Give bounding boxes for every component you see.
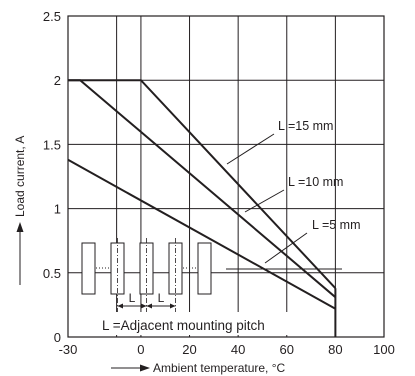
series-line-1 [68,79,337,289]
x-tick-label: 80 [328,342,342,357]
y-tick-label: 0 [54,330,61,345]
y-tick-label: 0.5 [43,266,61,281]
y-tick-label: 2.5 [43,9,61,24]
grid [68,16,384,337]
series [67,79,337,337]
y-tick-labels: 0 0.5 1 1.5 2 2.5 [43,9,61,345]
pitch-arrowhead-1b [141,303,147,309]
plot-frame [67,15,385,338]
leader-5mm [264,232,308,264]
module-1 [81,242,96,295]
y-axis-title-group: Load current, A [13,136,27,285]
leader-15mm [226,133,275,165]
y-axis-title-arrowhead [16,222,24,232]
x-axis-title: Ambient temperature, °C [153,361,286,375]
pitch-label-2: L [158,291,165,305]
inset-backing [72,312,312,335]
y-tick-label: 1.5 [43,137,61,152]
y-axis-title: Load current, A [13,136,27,217]
x-tick-label: 40 [231,342,245,357]
x-tick-label: 20 [182,342,196,357]
x-tick-label: -30 [59,342,78,357]
series-label-5mm: L =5 mm [312,218,361,232]
pitch-arrowhead-2a [146,303,152,309]
series-line-3 [67,158,336,310]
y-tick-label: 1 [54,202,61,217]
leader-10mm [244,189,285,213]
x-tick-label: 60 [280,342,294,357]
mounting-pitch-diagram: L L L =Adjacent mounting pitch [81,238,265,333]
x-axis-title-arrowhead [140,364,150,372]
x-tick-label: 0 [137,342,144,357]
series-line-2 [68,79,337,298]
pitch-arrowhead-1a [117,303,123,309]
x-tick-label: 100 [373,342,395,357]
series-label-15mm: L =15 mm [278,119,333,133]
y-tick-label: 2 [54,73,61,88]
module-5 [197,242,212,295]
pitch-label-1: L [129,291,136,305]
series-label-leaders [226,133,342,270]
pitch-arrowhead-2b [170,303,176,309]
pitch-caption: L =Adjacent mounting pitch [102,318,265,333]
x-axis-title-group: Ambient temperature, °C [111,361,286,375]
plot-border [67,15,385,338]
x-tick-labels: -30 0 20 40 60 80 100 [59,342,395,357]
series-label-10mm: L =10 mm [288,175,343,189]
